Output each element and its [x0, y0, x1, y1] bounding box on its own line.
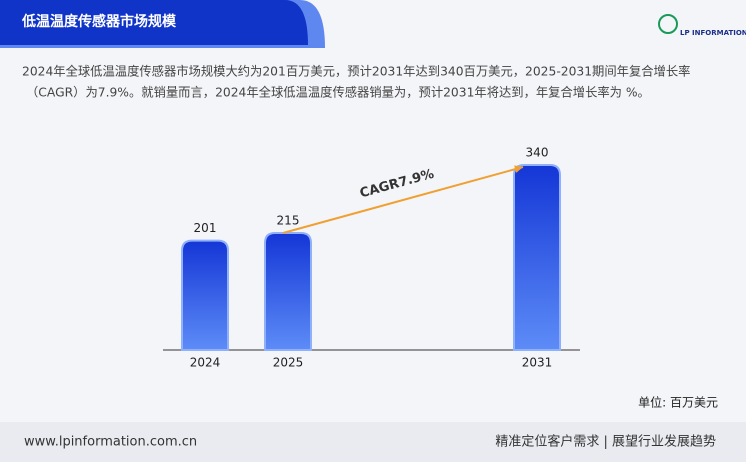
cagr-annotation: CAGR7.9%	[358, 167, 436, 202]
logo-icon	[658, 14, 678, 34]
x-tick-label: 2031	[522, 356, 553, 370]
bar	[513, 164, 561, 351]
logo-text: LP INFORMATION	[680, 29, 746, 37]
chart-title: 低温温度传感器市场规模	[21, 13, 177, 30]
unit-label: 单位: 百万美元	[638, 395, 718, 410]
cagr-arrowhead	[514, 165, 523, 173]
header-banner	[0, 0, 308, 45]
x-tick-label: 2024	[190, 356, 221, 370]
cagr-arrow	[282, 166, 524, 234]
footer-website: www.lpinformation.com.cn	[24, 435, 197, 450]
x-tick-label: 2025	[273, 356, 304, 370]
description-line: （CAGR）为7.9%。就销量而言，2024年全球低温温度传感器销量为，预计20…	[26, 85, 650, 100]
footer-band	[0, 422, 746, 462]
bar	[264, 232, 312, 351]
bar	[181, 239, 229, 351]
value-label: 340	[526, 146, 549, 160]
description-line: 2024年全球低温温度传感器市场规模大约为201百万美元，预计2031年达到34…	[22, 64, 690, 79]
footer-slogan: 精准定位客户需求 | 展望行业发展趋势	[495, 434, 716, 450]
value-label: 215	[277, 214, 300, 228]
value-label: 201	[194, 221, 217, 235]
